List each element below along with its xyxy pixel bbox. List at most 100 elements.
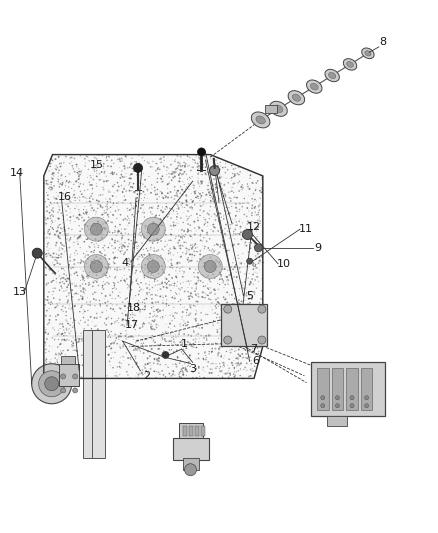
Point: [161, 243, 168, 251]
Point: [183, 247, 190, 255]
Point: [233, 268, 240, 277]
Point: [147, 245, 154, 254]
Point: [255, 347, 262, 356]
Point: [160, 194, 167, 203]
Point: [121, 302, 128, 310]
Point: [201, 197, 208, 205]
Point: [107, 208, 114, 216]
Point: [222, 295, 229, 304]
Point: [54, 358, 61, 367]
Point: [208, 354, 215, 363]
Point: [57, 234, 64, 243]
Point: [135, 362, 142, 371]
Point: [244, 306, 251, 315]
Point: [75, 366, 82, 375]
Point: [234, 333, 241, 342]
Point: [170, 367, 177, 375]
Point: [101, 206, 108, 215]
Point: [134, 243, 141, 251]
Point: [91, 240, 98, 249]
Point: [152, 188, 159, 196]
Point: [100, 277, 107, 286]
Point: [186, 292, 193, 301]
Point: [132, 320, 139, 329]
Point: [164, 204, 171, 212]
Point: [228, 173, 235, 182]
Point: [229, 215, 236, 223]
Point: [146, 237, 153, 245]
Point: [247, 356, 254, 365]
Point: [86, 280, 93, 289]
Point: [100, 159, 107, 168]
Text: 2: 2: [143, 371, 150, 381]
Point: [211, 263, 218, 271]
Point: [43, 233, 50, 242]
Point: [137, 308, 144, 316]
Point: [218, 273, 225, 281]
Point: [195, 225, 202, 233]
Point: [226, 312, 233, 321]
Point: [229, 303, 236, 312]
Point: [134, 247, 141, 255]
Point: [173, 166, 180, 174]
Point: [251, 239, 258, 248]
Point: [143, 244, 150, 253]
Point: [257, 320, 264, 329]
Point: [103, 156, 110, 165]
Point: [212, 364, 219, 373]
Point: [55, 214, 62, 223]
Point: [187, 301, 194, 309]
Point: [60, 212, 67, 220]
Point: [44, 293, 51, 301]
Point: [170, 360, 177, 368]
Point: [128, 201, 135, 209]
Point: [151, 354, 158, 363]
Point: [81, 343, 88, 351]
Point: [155, 354, 162, 362]
Point: [206, 206, 213, 215]
Point: [202, 169, 209, 178]
Point: [159, 279, 166, 288]
Point: [164, 284, 171, 292]
Point: [180, 317, 187, 325]
Point: [88, 367, 95, 375]
Point: [45, 366, 52, 374]
Point: [55, 201, 62, 210]
Point: [125, 262, 132, 271]
Point: [143, 367, 150, 375]
Point: [84, 208, 91, 216]
Point: [137, 285, 144, 294]
Point: [216, 195, 223, 203]
Point: [225, 280, 232, 288]
Point: [217, 178, 224, 187]
Point: [133, 358, 140, 367]
Point: [86, 194, 93, 203]
Point: [179, 199, 186, 207]
Point: [89, 259, 96, 268]
Point: [145, 204, 152, 213]
Point: [235, 353, 242, 361]
Point: [170, 349, 177, 358]
Point: [202, 217, 209, 226]
Point: [173, 259, 180, 267]
Point: [88, 343, 95, 352]
Point: [146, 288, 153, 297]
Point: [66, 302, 73, 310]
Point: [130, 184, 137, 192]
Point: [246, 185, 253, 193]
Point: [95, 217, 102, 225]
Point: [226, 364, 233, 373]
Point: [175, 204, 182, 212]
Point: [252, 252, 259, 260]
Point: [219, 369, 226, 377]
Point: [71, 193, 78, 202]
Point: [250, 218, 257, 227]
Point: [249, 197, 256, 206]
Point: [145, 360, 152, 368]
Point: [256, 351, 263, 360]
Point: [192, 365, 199, 373]
Point: [226, 174, 233, 183]
Point: [253, 329, 260, 338]
Point: [233, 221, 240, 230]
Point: [220, 361, 227, 369]
